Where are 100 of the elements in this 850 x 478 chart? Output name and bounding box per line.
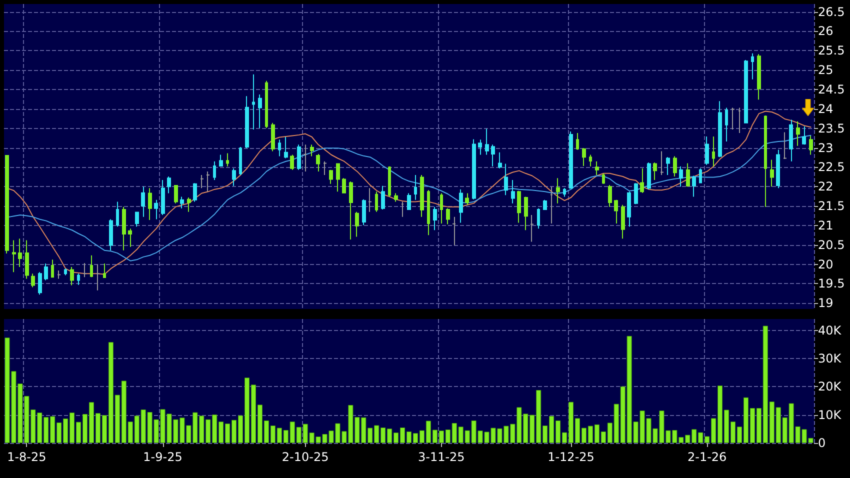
- x-tick-label: 2-10-25: [282, 450, 329, 464]
- candlestick: [388, 166, 391, 198]
- candlestick: [543, 199, 547, 210]
- candlestick: [226, 152, 229, 167]
- candlestick: [57, 270, 61, 280]
- y-tick-label: 10K: [818, 408, 842, 422]
- candlestick: [206, 170, 210, 192]
- candlestick: [569, 130, 573, 189]
- candlestick: [271, 122, 275, 152]
- y-tick-label: 21.5: [818, 199, 845, 214]
- candlestick: [148, 188, 152, 221]
- candlestick: [77, 273, 80, 286]
- y-tick-label: 0: [818, 436, 826, 450]
- candlestick: [485, 128, 489, 156]
- candlestick: [329, 169, 333, 184]
- x-tick-label: 1-8-25: [7, 450, 46, 464]
- candlestick: [537, 208, 540, 230]
- candlestick: [109, 218, 113, 251]
- candlestick: [362, 198, 366, 226]
- candlestick: [550, 186, 553, 224]
- candlestick: [751, 52, 754, 80]
- candlestick: [692, 175, 696, 198]
- candlestick: [563, 188, 566, 198]
- candlestick: [103, 263, 106, 278]
- candlestick: [653, 162, 657, 181]
- candlestick: [167, 176, 171, 194]
- candlestick: [498, 152, 502, 169]
- candlestick: [576, 132, 579, 150]
- candlestick: [595, 160, 599, 176]
- candlestick: [278, 139, 281, 157]
- candlestick: [783, 132, 787, 160]
- candlestick: [349, 181, 353, 240]
- y-tick-label: 20K: [818, 380, 842, 394]
- candlestick: [640, 168, 644, 194]
- candlestick: [679, 166, 683, 188]
- candlestick: [602, 172, 605, 184]
- candlestick: [407, 192, 411, 210]
- candlestick: [342, 178, 346, 194]
- candlestick: [478, 139, 482, 156]
- y-tick-label: 22: [818, 180, 834, 194]
- candlestick: [446, 208, 450, 225]
- candlestick: [621, 204, 625, 240]
- candlestick: [394, 192, 398, 202]
- candlestick: [472, 138, 476, 200]
- x-tick-label: 3-11-25: [418, 450, 465, 464]
- y-tick-label: 19: [818, 296, 834, 310]
- candlestick: [530, 214, 534, 242]
- candlestick: [414, 174, 417, 200]
- candlestick: [420, 174, 424, 218]
- candlestick: [802, 126, 806, 146]
- candlestick: [368, 188, 372, 212]
- y-tick-label: 40K: [818, 323, 842, 338]
- candlestick: [401, 201, 404, 218]
- y-tick-label: 26.5: [818, 4, 845, 19]
- candlestick: [634, 182, 638, 205]
- candlestick: [582, 148, 586, 167]
- candlestick: [252, 74, 255, 130]
- candlestick: [511, 180, 515, 204]
- candlestick: [440, 192, 443, 224]
- line-series: [6, 110, 812, 275]
- candlestick: [699, 168, 702, 184]
- candlestick: [770, 159, 774, 188]
- x-tick-label: 1-9-25: [143, 450, 182, 464]
- candlestick: [116, 201, 119, 228]
- y-tick-label: 26: [818, 24, 834, 38]
- candlestick: [666, 156, 670, 176]
- candlestick: [491, 144, 495, 167]
- candlestick: [174, 184, 178, 204]
- candlestick: [258, 94, 262, 128]
- candlestick: [556, 178, 560, 204]
- candlestick: [764, 115, 767, 208]
- candlestick: [504, 163, 508, 196]
- candlestick: [465, 192, 469, 206]
- candlestick: [31, 273, 35, 288]
- candlestick: [614, 199, 618, 224]
- candlestick: [239, 146, 242, 176]
- y-tick-label: 22.5: [818, 160, 845, 174]
- candlestick: [627, 191, 631, 228]
- y-tick-label: 25: [818, 63, 834, 78]
- candlestick: [83, 262, 87, 278]
- candlestick: [70, 266, 74, 286]
- candlestick: [25, 240, 29, 280]
- candlestick: [303, 144, 307, 172]
- candlestick: [38, 272, 42, 296]
- candlestick: [712, 136, 715, 167]
- candlestick: [517, 190, 521, 224]
- candlestick: [725, 107, 728, 142]
- candlestick: [219, 154, 223, 167]
- candlestick: [12, 240, 16, 273]
- candlestick: [310, 144, 314, 157]
- y-tick-label: 23: [818, 140, 834, 155]
- candlestick: [122, 206, 126, 251]
- candlestick: [589, 154, 592, 167]
- candlestick: [213, 160, 216, 181]
- candlestick: [323, 160, 327, 176]
- candlestick: [718, 100, 722, 158]
- candlestick: [90, 254, 93, 278]
- candlestick: [44, 263, 48, 281]
- candlestick: [51, 259, 54, 278]
- candlestick: [608, 184, 612, 208]
